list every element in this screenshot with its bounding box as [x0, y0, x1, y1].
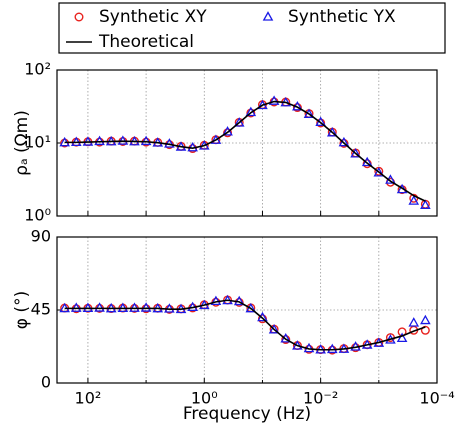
y-tick-label: 10² [24, 60, 51, 79]
marker [420, 314, 431, 325]
marker [339, 138, 349, 148]
legend-box [58, 2, 446, 54]
legend-label: Synthetic XY [99, 7, 207, 27]
x-tick-label: 10² [75, 389, 102, 408]
marker [408, 317, 420, 327]
x-tick-label: 10⁰ [191, 389, 218, 408]
marker [420, 325, 430, 335]
legend-label: Theoretical [98, 32, 194, 52]
marker [408, 195, 420, 205]
y-tick-label: 90 [31, 227, 51, 246]
marker [70, 302, 82, 312]
marker [94, 135, 105, 146]
x-tick-label: 10⁻⁴ [419, 389, 454, 408]
marker [396, 332, 408, 343]
legend-label: Synthetic YX [288, 7, 396, 27]
line [64, 100, 426, 202]
y-axis-label: ρₐ (Ωm) [12, 110, 32, 176]
marker [350, 148, 361, 158]
plot-frame [56, 236, 438, 384]
legend-marker [262, 11, 274, 21]
marker [326, 343, 338, 354]
marker [268, 323, 280, 334]
marker [281, 335, 291, 345]
marker [326, 126, 338, 137]
marker [234, 297, 244, 307]
marker [420, 199, 431, 209]
y-tick-label: 45 [31, 300, 51, 319]
x-axis-label: Frequency (Hz) [183, 404, 311, 424]
plot-frame [56, 69, 438, 217]
legend-marker [74, 12, 84, 22]
marker [140, 302, 152, 312]
y-tick-label: 10⁰ [24, 206, 51, 225]
marker [188, 144, 198, 154]
x-tick-label: 10⁻² [303, 389, 338, 408]
y-tick-label: 0 [41, 373, 51, 392]
marker [316, 118, 326, 128]
marker [268, 95, 280, 105]
marker [233, 117, 245, 127]
y-tick-label: 10¹ [24, 133, 51, 152]
marker [140, 135, 152, 146]
line [64, 299, 426, 351]
marker [94, 302, 105, 312]
y-axis-label: φ (°) [12, 291, 32, 329]
marker [117, 135, 129, 145]
marker [292, 103, 302, 113]
marker [210, 295, 222, 306]
marker [373, 167, 385, 177]
marker [223, 128, 233, 138]
marker [129, 302, 140, 312]
